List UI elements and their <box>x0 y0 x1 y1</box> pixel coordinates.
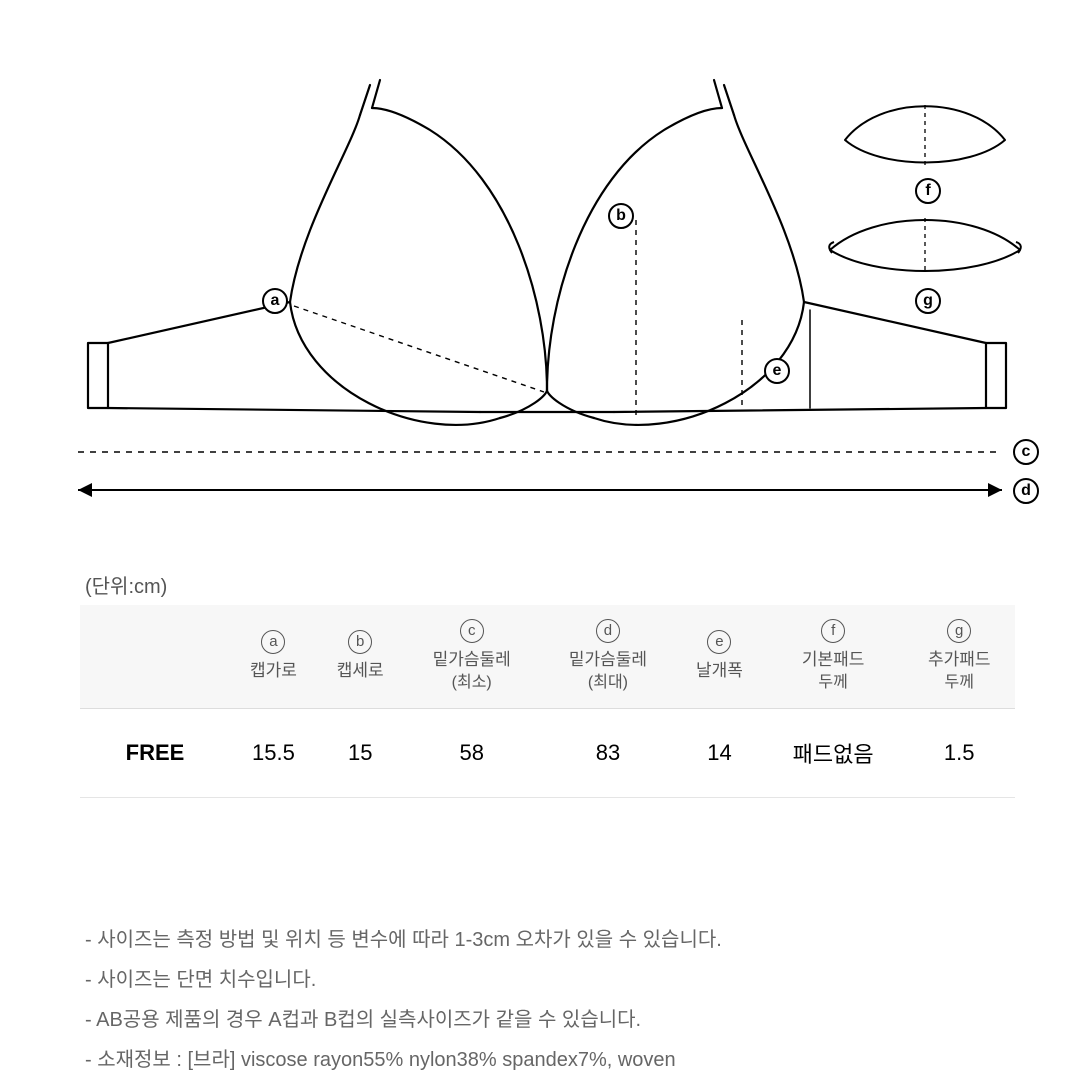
marker-e: e <box>764 358 790 384</box>
row-label: FREE <box>80 708 230 797</box>
table-header-row: a캡가로 b캡세로 c밑가슴둘레(최소) d밑가슴둘레(최대) e날개폭 f기본… <box>80 605 1015 708</box>
cell-a: 15.5 <box>230 708 317 797</box>
note-line: - AB공용 제품의 경우 A컵과 B컵의 실측사이즈가 같을 수 있습니다. <box>85 1000 722 1040</box>
notes-section: - 사이즈는 측정 방법 및 위치 등 변수에 따라 1-3cm 오차가 있을 … <box>85 920 722 1080</box>
note-line: - 사이즈는 단면 치수입니다. <box>85 960 722 1000</box>
marker-d: d <box>1013 478 1039 504</box>
cell-e: 14 <box>676 708 763 797</box>
col-d: d밑가슴둘레(최대) <box>540 605 676 708</box>
marker-c: c <box>1013 439 1039 465</box>
col-e: e날개폭 <box>676 605 763 708</box>
note-line: - 사이즈는 측정 방법 및 위치 등 변수에 따라 1-3cm 오차가 있을 … <box>85 920 722 960</box>
table-row: FREE 15.5 15 58 83 14 패드없음 1.5 <box>80 708 1015 797</box>
size-table: a캡가로 b캡세로 c밑가슴둘레(최소) d밑가슴둘레(최대) e날개폭 f기본… <box>80 605 1015 798</box>
cell-g: 1.5 <box>903 708 1015 797</box>
col-c: c밑가슴둘레(최소) <box>404 605 540 708</box>
cell-b: 15 <box>317 708 404 797</box>
marker-g: g <box>915 288 941 314</box>
col-f: f기본패드두께 <box>763 605 904 708</box>
cell-d: 83 <box>540 708 676 797</box>
note-line: - 소재정보 : [브라] viscose rayon55% nylon38% … <box>85 1040 722 1080</box>
marker-f: f <box>915 178 941 204</box>
unit-label: (단위:cm) <box>85 570 167 599</box>
marker-b: b <box>608 203 634 229</box>
marker-a: a <box>262 288 288 314</box>
col-a: a캡가로 <box>230 605 317 708</box>
bra-line-drawing <box>0 0 1091 520</box>
col-b: b캡세로 <box>317 605 404 708</box>
col-g: g추가패드두께 <box>903 605 1015 708</box>
cell-f: 패드없음 <box>763 708 904 797</box>
measurement-diagram: a b c d e f g <box>0 0 1091 520</box>
cell-c: 58 <box>404 708 540 797</box>
